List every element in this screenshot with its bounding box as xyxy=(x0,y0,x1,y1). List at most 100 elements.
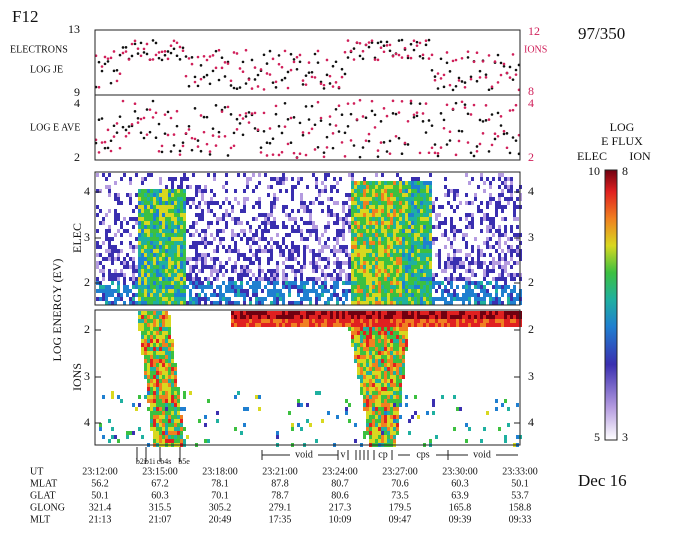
spectrogram-pixel xyxy=(405,331,408,335)
spectrogram-pixel xyxy=(342,293,345,297)
spectrogram-pixel xyxy=(357,237,360,241)
eave-dot xyxy=(199,114,203,117)
spectrogram-pixel xyxy=(288,265,291,269)
satellite: F12 xyxy=(12,7,38,26)
spectrogram-pixel xyxy=(207,265,210,269)
spectrogram-pixel xyxy=(456,257,459,261)
spectrogram-pixel xyxy=(390,217,393,221)
spectrogram-pixel xyxy=(147,209,150,213)
spectrogram-pixel xyxy=(444,229,447,233)
eave-dot xyxy=(385,114,389,118)
spectrogram-pixel xyxy=(384,355,387,359)
spectrogram-pixel xyxy=(393,399,396,403)
spectrogram-pixel xyxy=(276,233,279,237)
spectrogram-pixel xyxy=(111,435,114,439)
spectrogram-pixel xyxy=(255,301,258,305)
spectrogram-pixel xyxy=(375,431,378,435)
spectrogram-pixel xyxy=(288,319,291,323)
spectrogram-pixel xyxy=(483,323,486,327)
spectrogram-pixel xyxy=(330,297,333,301)
spectrogram-pixel xyxy=(171,189,174,193)
spectrogram-pixel xyxy=(492,217,495,221)
spectrogram-pixel xyxy=(162,293,165,297)
spectrogram-pixel xyxy=(144,217,147,221)
spectrogram-pixel xyxy=(156,415,159,419)
spectrogram-pixel xyxy=(174,367,177,371)
spectrogram-pixel xyxy=(360,355,363,359)
spectrogram-pixel xyxy=(414,245,417,249)
spectrogram-pixel xyxy=(156,375,159,379)
spectrogram-pixel xyxy=(390,245,393,249)
je-dot xyxy=(274,86,278,89)
spectrogram-pixel xyxy=(240,319,243,323)
spectrogram-pixel xyxy=(336,241,339,245)
spectrogram-pixel xyxy=(357,367,360,371)
eave-dot xyxy=(208,153,212,156)
spectrogram-pixel xyxy=(165,237,168,241)
spectrogram-pixel xyxy=(327,323,330,327)
eave-dot xyxy=(121,99,125,103)
spectrogram-pixel xyxy=(426,323,429,327)
spectrogram-pixel xyxy=(408,281,411,285)
spectrogram-pixel xyxy=(141,209,144,213)
eave-dot xyxy=(337,104,341,108)
spectrogram-pixel xyxy=(375,213,378,217)
spectrogram-pixel xyxy=(372,237,375,241)
spectrogram-pixel xyxy=(108,249,111,253)
je-dot xyxy=(214,66,218,70)
spectrogram-pixel xyxy=(159,375,162,379)
eave-dot xyxy=(100,117,104,120)
spectrogram-pixel xyxy=(417,253,420,257)
spectrogram-pixel xyxy=(366,327,369,331)
spectrogram-pixel xyxy=(465,173,468,177)
spectrogram-pixel xyxy=(366,193,369,197)
spectrogram-pixel xyxy=(153,355,156,359)
eave-dot xyxy=(106,146,110,150)
spectrogram-pixel xyxy=(357,201,360,205)
spectrogram-pixel xyxy=(489,201,492,205)
panel-label: ELEC xyxy=(70,223,84,253)
spectrogram-pixel xyxy=(399,415,402,419)
spectrogram-pixel xyxy=(387,427,390,431)
spectrogram-pixel xyxy=(150,253,153,257)
spectrogram-pixel xyxy=(366,185,369,189)
spectrogram-pixel xyxy=(282,281,285,285)
spectrogram-pixel xyxy=(168,423,171,427)
spectrogram-pixel xyxy=(396,173,399,177)
spectrogram-pixel xyxy=(510,249,513,253)
spectrogram-pixel xyxy=(354,311,357,315)
spectrogram-pixel xyxy=(288,233,291,237)
spectrogram-pixel xyxy=(318,293,321,297)
spectrogram-pixel xyxy=(489,237,492,241)
spectrogram-pixel xyxy=(159,257,162,261)
spectrogram-pixel xyxy=(159,225,162,229)
spectrogram-pixel xyxy=(318,241,321,245)
spectrogram-pixel xyxy=(228,297,231,301)
spectrogram-pixel xyxy=(393,289,396,293)
spectrogram-pixel xyxy=(432,237,435,241)
spectrogram-pixel xyxy=(438,297,441,301)
spectrogram-pixel xyxy=(426,285,429,289)
spectrogram-pixel xyxy=(429,281,432,285)
spectrogram-pixel xyxy=(396,297,399,301)
spectrogram-pixel xyxy=(258,281,261,285)
spectrogram-pixel xyxy=(411,193,414,197)
spectrogram-pixel xyxy=(165,411,168,415)
spectrogram-pixel xyxy=(333,315,336,319)
spectrogram-pixel xyxy=(402,297,405,301)
spectrogram-pixel xyxy=(333,277,336,281)
spectrogram-pixel xyxy=(264,323,267,327)
eave-dot xyxy=(433,143,437,146)
spectrogram-pixel xyxy=(393,285,396,289)
spectrogram-pixel xyxy=(498,205,501,209)
je-dot xyxy=(412,39,416,43)
spectrogram-pixel xyxy=(135,265,138,269)
spectrogram-pixel xyxy=(426,265,429,269)
spectrogram-pixel xyxy=(390,335,393,339)
eave-dot xyxy=(154,136,158,139)
spectrogram-pixel xyxy=(468,253,471,257)
eave-dot xyxy=(388,152,392,155)
eave-dot xyxy=(268,127,272,130)
spectrogram-pixel xyxy=(360,273,363,277)
spectrogram-pixel xyxy=(381,399,384,403)
